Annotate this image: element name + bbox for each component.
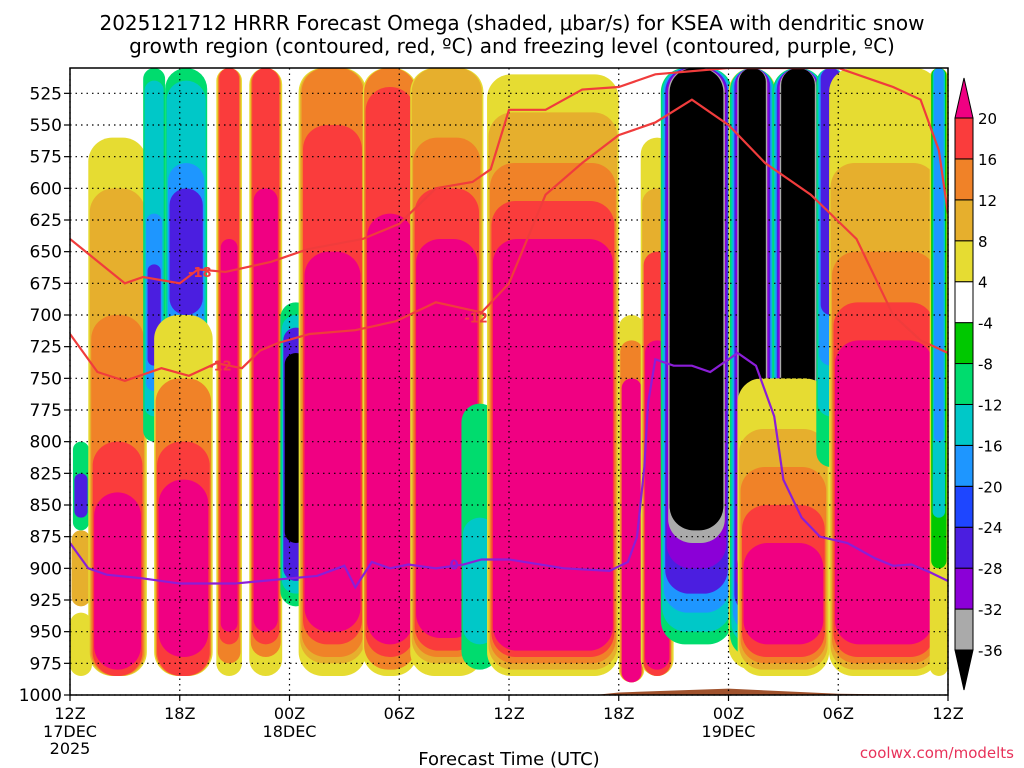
colorbar-label: -24 — [978, 519, 1003, 537]
colorbar-box — [954, 444, 974, 487]
chart-title-line1: 2025121712 HRRR Forecast Omega (shaded, … — [99, 11, 924, 35]
y-tick-label: 650 — [30, 243, 62, 263]
colorbar-box — [954, 567, 974, 610]
colorbar-label: -16 — [978, 437, 1003, 455]
dgz-label: -12 — [464, 312, 488, 327]
y-tick-label: 750 — [30, 369, 62, 389]
omega-band — [94, 492, 141, 670]
colorbar-box — [954, 281, 974, 324]
y-tick-label: 900 — [30, 559, 62, 579]
y-tick-label: 800 — [30, 433, 62, 453]
omega-band — [253, 188, 278, 632]
omega-band — [220, 239, 238, 632]
x-tick-label: 00Z — [274, 704, 305, 723]
colorbar-label: -36 — [978, 642, 1003, 660]
chart-title-line2: growth region (contoured, red, ºC) and f… — [129, 34, 895, 58]
dgz-contour-line — [70, 98, 948, 383]
omega-band — [669, 68, 724, 531]
colorbar-box — [954, 240, 974, 283]
y-tick-label: 775 — [30, 401, 62, 421]
omega-band — [158, 479, 209, 657]
x-tick-date: 18DEC — [263, 722, 317, 741]
colorbar-label: 8 — [978, 233, 988, 251]
colorbar-end-high — [954, 77, 974, 119]
x-tick-label: 18Z — [603, 704, 634, 723]
y-tick-label: 700 — [30, 306, 62, 326]
freezing-level-label: 0 — [450, 559, 459, 574]
colorbar-label: -32 — [978, 601, 1003, 619]
omega-band — [743, 543, 824, 645]
omega-band — [71, 530, 91, 607]
colorbar-label: 12 — [978, 192, 997, 210]
colorbar-box — [954, 485, 974, 528]
x-tick-date: 17DEC — [43, 722, 97, 741]
colorbar-box — [954, 363, 974, 405]
y-tick-label: 925 — [30, 591, 62, 611]
omega-band — [934, 68, 944, 442]
y-tick-label: 875 — [30, 528, 62, 548]
colorbar-box — [954, 526, 974, 569]
dgz-label: -18 — [188, 266, 212, 281]
colorbar-end-low — [954, 649, 974, 691]
omega-band — [70, 612, 92, 676]
colorbar-label: -28 — [978, 560, 1003, 578]
colorbar-label: -8 — [978, 356, 993, 374]
y-tick-label: 975 — [30, 654, 62, 674]
watermark: coolwx.com/modelts — [860, 744, 1014, 762]
colorbar-box — [954, 608, 974, 651]
y-axis: 525 550 575 600 625 650 675 700 725 750 775 800 825 8… — [19, 84, 70, 706]
colorbar-label: -4 — [978, 315, 993, 333]
y-tick-label: 950 — [30, 623, 62, 643]
x-tick-label: 12Z — [493, 704, 524, 723]
colorbar-box — [954, 403, 974, 446]
colorbar-label: -12 — [978, 396, 1003, 414]
y-tick-label: 1000 — [19, 686, 62, 706]
dgz-label: -12 — [208, 360, 232, 375]
colorbar: 20 16 12 8 4 -4 -8 -12 -16 -20 -24 -28 -32 -36 — [954, 77, 1003, 691]
omega-band — [492, 239, 613, 651]
colorbar-box — [954, 158, 974, 201]
omega-band — [74, 473, 88, 518]
contour-layer: -12 -12 -18 0 — [70, 68, 948, 590]
y-tick-label: 850 — [30, 496, 62, 516]
colorbar-box — [954, 117, 974, 160]
omega-band — [621, 378, 642, 683]
freezing-level-line — [70, 351, 948, 590]
x-tick-label: 06Z — [823, 704, 854, 723]
grid-layer — [69, 68, 949, 696]
omega-shading — [70, 68, 948, 683]
colorbar-label: -20 — [978, 478, 1003, 496]
y-tick-label: 550 — [30, 116, 62, 136]
colorbar-label: 4 — [978, 274, 988, 292]
x-tick-label: 12Z — [932, 704, 963, 723]
x-tick-label: 12Z — [54, 704, 85, 723]
omega-band — [367, 213, 414, 645]
omega-band — [781, 68, 815, 417]
y-tick-label: 600 — [30, 179, 62, 199]
y-tick-label: 825 — [30, 464, 62, 484]
dgz-contour-line — [70, 68, 948, 285]
colorbar-box — [954, 322, 974, 365]
x-axis-label: Forecast Time (UTC) — [418, 749, 599, 768]
x-tick-label: 06Z — [384, 704, 415, 723]
y-tick-label: 725 — [30, 338, 62, 358]
colorbar-label: 16 — [978, 151, 997, 169]
x-tick-year: 2025 — [50, 739, 91, 758]
omega-band — [834, 340, 934, 645]
y-tick-label: 675 — [30, 274, 62, 294]
x-tick-date: 19DEC — [702, 722, 756, 741]
colorbar-box — [954, 199, 974, 242]
x-tick-label: 18Z — [164, 704, 195, 723]
y-tick-label: 525 — [30, 84, 62, 104]
x-tick-label: 00Z — [713, 704, 744, 723]
y-tick-label: 625 — [30, 211, 62, 231]
y-tick-label: 575 — [30, 148, 62, 168]
colorbar-label: 20 — [978, 110, 997, 128]
